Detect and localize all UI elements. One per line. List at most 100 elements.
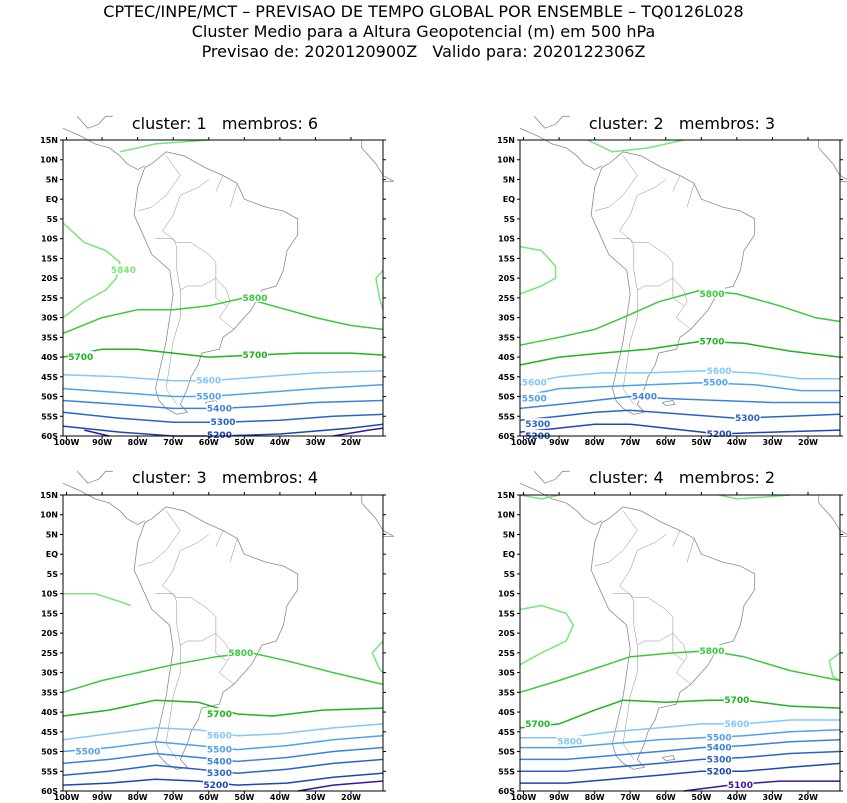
country-border: [155, 593, 178, 626]
lat-label-15S: 15S: [41, 254, 58, 263]
lat-label-30S: 30S: [41, 669, 58, 678]
lat-label-20S: 20S: [498, 629, 515, 638]
contour-label-5400: 5400: [632, 393, 657, 403]
figure-title-line-3: Previsao de: 2020120900Z Valido para: 20…: [201, 42, 646, 61]
contour-5800: [62, 297, 384, 335]
contour-5100: [84, 429, 110, 437]
lat-label-10S: 10S: [41, 235, 58, 244]
lat-label-15N: 15N: [497, 491, 515, 500]
lat-label-EQ: EQ: [46, 550, 58, 559]
contour-5100: [297, 780, 384, 792]
lon-label-60W: 60W: [199, 793, 219, 802]
contour-label-5200: 5200: [525, 432, 550, 442]
contour-label-5600: 5600: [207, 732, 232, 742]
country-border: [229, 538, 238, 563]
contour-5800: [519, 289, 841, 346]
contour-label-background: [195, 390, 222, 401]
contour-5840: [718, 494, 791, 500]
lon-label-70W: 70W: [163, 793, 183, 802]
contour-label-5500: 5500: [196, 393, 221, 403]
lon-label-50W: 50W: [691, 438, 711, 447]
contour-label-background: [206, 729, 233, 740]
country-border: [176, 625, 217, 646]
central-america-coastline: [62, 482, 145, 526]
contour-label-5500: 5500: [75, 748, 100, 758]
lon-label-100W: 100W: [511, 438, 537, 447]
contour-label-5800: 5800: [228, 649, 253, 659]
contour-label-5700: 5700: [525, 720, 550, 730]
lon-label-70W: 70W: [163, 438, 183, 447]
lon-label-30W: 30W: [305, 438, 325, 447]
central-america-coastline: [519, 127, 602, 171]
lon-label-30W: 30W: [762, 793, 782, 802]
contour-label-background: [206, 708, 233, 719]
falkland-islands: [661, 400, 676, 407]
contour-label-5700: 5700: [242, 351, 267, 361]
lat-label-30S: 30S: [41, 314, 58, 323]
contour-5400: [520, 738, 841, 761]
country-border: [162, 179, 234, 330]
lon-label-70W: 70W: [620, 438, 640, 447]
lat-label-15N: 15N: [497, 136, 515, 145]
contour-5200: [519, 423, 841, 435]
contour-label-5700: 5700: [724, 696, 749, 706]
lat-label-5N: 5N: [46, 175, 58, 184]
country-border: [176, 270, 217, 291]
lat-label-40S: 40S: [41, 708, 58, 717]
lat-label-25S: 25S: [498, 649, 515, 658]
contour-label-5300: 5300: [735, 414, 760, 424]
contour-label-background: [706, 364, 733, 375]
contour-label-5700: 5700: [207, 710, 232, 720]
lat-label-50S: 50S: [498, 748, 515, 757]
panel-1-title: cluster: 1 membros: 6: [131, 114, 319, 133]
contour-label-background: [195, 374, 222, 385]
contour-label-5500: 5500: [522, 395, 547, 405]
contour-label-background: [706, 428, 733, 439]
lon-label-20W: 20W: [798, 438, 818, 447]
lon-label-60W: 60W: [656, 438, 676, 447]
contour-label-background: [706, 741, 733, 752]
contour-label-5800: 5800: [557, 738, 582, 748]
lat-label-40S: 40S: [41, 353, 58, 362]
lat-label-5N: 5N: [46, 530, 58, 539]
country-border: [215, 175, 224, 192]
contour-label-background: [702, 376, 729, 387]
lat-label-30S: 30S: [498, 314, 515, 323]
country-border: [622, 290, 638, 405]
contour-5200: [520, 762, 841, 784]
lat-label-EQ: EQ: [46, 195, 58, 204]
contour-5840: [371, 640, 384, 674]
contour-5300: [520, 750, 841, 773]
south-america-coastline: [590, 151, 756, 415]
contour-label-5300: 5300: [707, 755, 732, 765]
contour-5840: [519, 494, 560, 500]
contour-label-5300: 5300: [210, 418, 235, 428]
lat-label-45S: 45S: [498, 373, 515, 382]
lat-label-EQ: EQ: [503, 550, 515, 559]
lon-label-90W: 90W: [549, 793, 569, 802]
contour-label-background: [210, 416, 236, 427]
lon-label-50W: 50W: [234, 793, 254, 802]
lon-label-30W: 30W: [305, 793, 325, 802]
contour-label-5200: 5200: [707, 767, 732, 777]
contour-label-5300: 5300: [207, 769, 232, 779]
lat-label-25S: 25S: [41, 649, 58, 658]
lon-label-60W: 60W: [199, 438, 219, 447]
contour-label-5700: 5700: [68, 353, 93, 363]
contour-label-5500: 5500: [207, 746, 232, 756]
contour-5500: [520, 729, 841, 749]
country-border: [622, 645, 638, 760]
country-border: [633, 270, 674, 291]
lat-label-5S: 5S: [47, 215, 59, 224]
contour-label-background: [110, 264, 137, 275]
contour-label-5300: 5300: [525, 420, 550, 430]
contour-label-background: [206, 402, 233, 413]
contour-label-5400: 5400: [207, 404, 232, 414]
contour-label-background: [206, 429, 233, 440]
lon-label-40W: 40W: [727, 793, 747, 802]
lat-label-15S: 15S: [498, 609, 515, 618]
lat-label-5S: 5S: [47, 570, 59, 579]
contour-5840: [519, 245, 557, 295]
